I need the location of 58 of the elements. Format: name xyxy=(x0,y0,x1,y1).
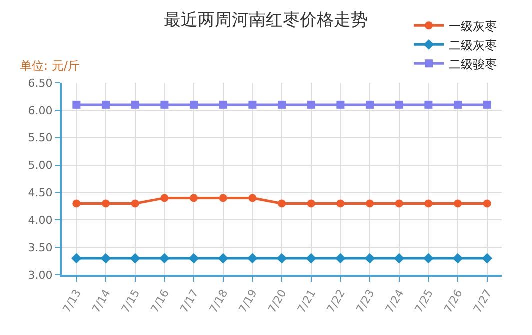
point xyxy=(130,253,141,264)
point xyxy=(336,200,345,208)
point xyxy=(307,200,316,208)
point xyxy=(248,194,257,202)
point xyxy=(218,253,229,264)
point xyxy=(190,100,198,109)
point xyxy=(307,100,316,109)
point xyxy=(100,253,112,264)
point xyxy=(160,194,169,202)
point xyxy=(248,100,257,109)
point xyxy=(219,194,228,202)
point xyxy=(278,200,286,208)
point xyxy=(247,253,258,264)
point xyxy=(483,200,492,208)
legend-label: 二级灰枣 xyxy=(449,38,497,52)
point xyxy=(454,100,462,109)
y-tick-label: 6.00 xyxy=(28,104,53,118)
point xyxy=(366,200,374,208)
point xyxy=(395,100,404,109)
point xyxy=(452,253,464,264)
legend-label: 二级骏枣 xyxy=(449,57,497,72)
y-tick-label: 3.00 xyxy=(28,268,53,282)
chart-title: 最近两周河南红枣价格走势 xyxy=(164,10,368,30)
point xyxy=(483,100,492,109)
point xyxy=(423,253,434,264)
point xyxy=(454,200,462,208)
point xyxy=(188,253,200,264)
point xyxy=(366,100,374,109)
point xyxy=(482,253,493,264)
point xyxy=(394,253,405,264)
point xyxy=(336,100,345,109)
y-tick-label: 5.00 xyxy=(28,159,53,172)
y-axis-title: 单位: 元/斤 xyxy=(20,59,80,73)
point xyxy=(424,200,433,208)
y-tick-label: 4.50 xyxy=(28,186,53,200)
point xyxy=(131,100,140,109)
y-tick-label: 5.50 xyxy=(28,132,53,145)
point xyxy=(72,100,81,109)
y-tick-label: 4.00 xyxy=(28,214,53,227)
point xyxy=(71,253,82,264)
point xyxy=(160,100,169,109)
point xyxy=(102,100,110,109)
point xyxy=(102,200,110,208)
point xyxy=(276,253,288,264)
y-tick-label: 6.50 xyxy=(28,76,53,90)
point xyxy=(190,194,198,202)
point xyxy=(131,200,140,208)
point xyxy=(219,100,228,109)
point xyxy=(335,253,346,264)
point xyxy=(278,100,286,109)
point xyxy=(306,253,317,264)
point xyxy=(395,200,404,208)
point xyxy=(364,253,376,264)
point xyxy=(424,100,433,109)
point xyxy=(159,253,170,264)
legend-label: 一级灰枣 xyxy=(449,19,497,34)
y-tick-label: 3.50 xyxy=(28,241,53,254)
point xyxy=(72,200,81,208)
